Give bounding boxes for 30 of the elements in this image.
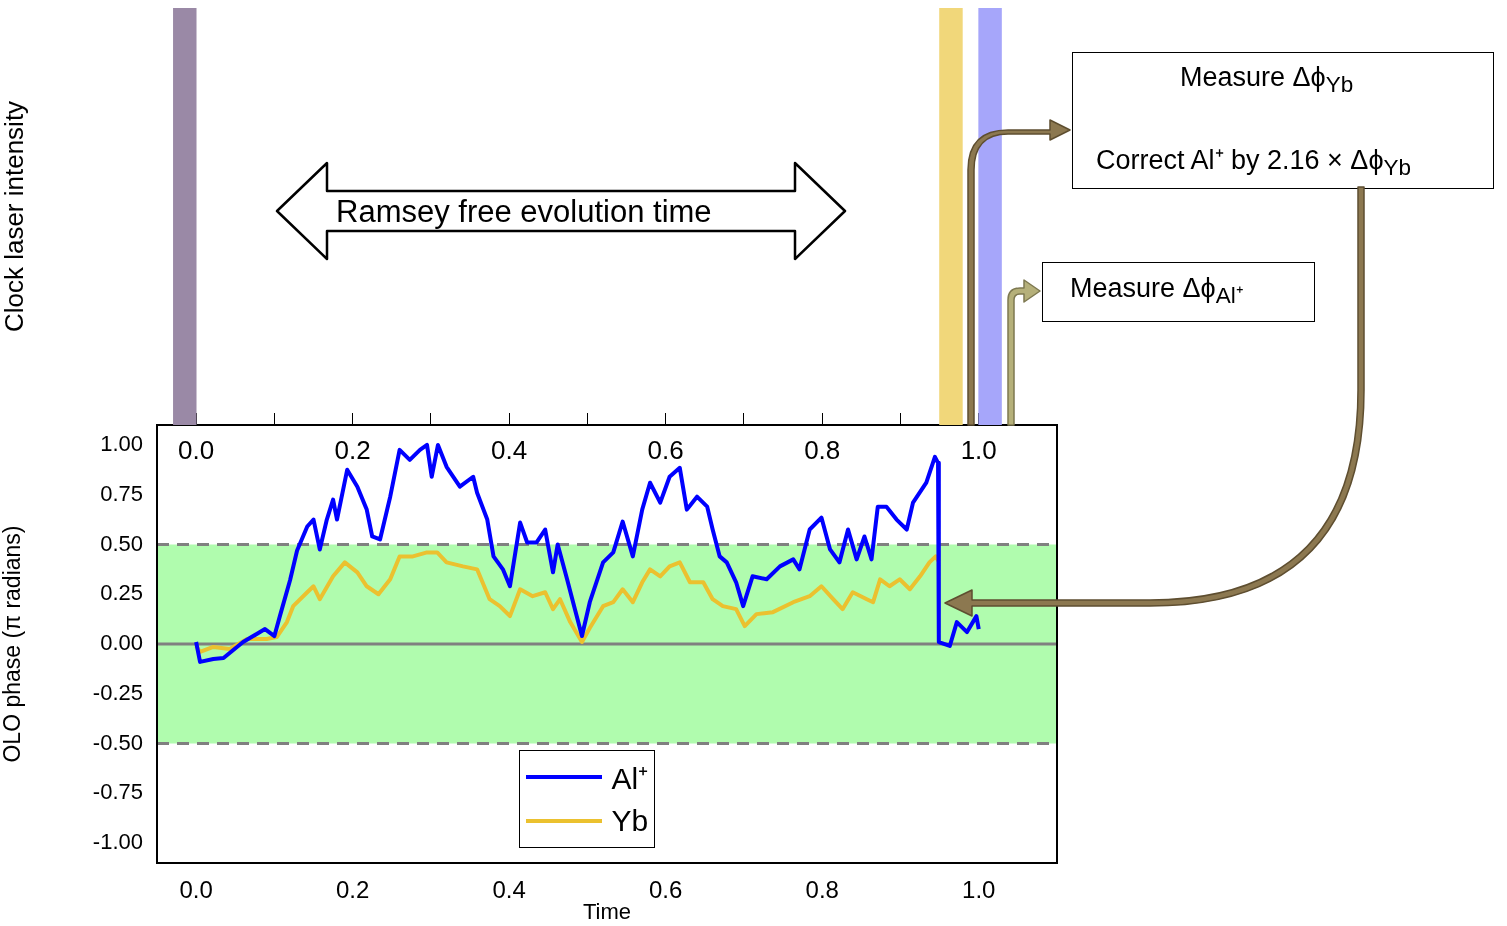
x-tick-label: 0.4: [492, 876, 526, 904]
y-tick-label: -0.75: [92, 779, 143, 805]
y-axis-title: OLO phase (π radians): [0, 525, 26, 763]
y-tick-label: 0.25: [100, 580, 143, 606]
x2-tick-label: 0.0: [178, 435, 215, 466]
y-tick-label: 0.00: [100, 630, 143, 656]
x2-tick-label: 1.0: [960, 435, 997, 466]
legend-label: Al⁺: [611, 760, 649, 797]
y-tick-label: -1.00: [92, 829, 143, 855]
annotation: Ramsey free evolution time: [336, 194, 712, 230]
y-tick-label: 0.50: [100, 530, 143, 556]
x-axis-title: Time: [582, 898, 632, 924]
text: Measure Δϕ$_{Yb}$: [1180, 62, 1354, 99]
x2-tick-label: 0.2: [334, 435, 371, 466]
x2-tick-label: 0.4: [491, 435, 528, 466]
x2-tick-label: 0.6: [647, 435, 684, 466]
y-tick-label: 1.00: [100, 430, 143, 456]
x-tick-label: 1.0: [962, 876, 996, 904]
x2-tick-label: 0.8: [804, 435, 841, 466]
y-axis-title: Clock laser intensity: [0, 100, 29, 333]
legend-label: Yb: [611, 804, 649, 838]
text: Correct Al⁺ by 2.16 × Δϕ$_{Yb}$: [1096, 144, 1412, 182]
text: Measure Δϕ$_{Al⁺}$: [1070, 273, 1244, 311]
y-tick-label: -0.25: [92, 679, 143, 705]
y-tick-label: -0.50: [92, 729, 143, 755]
x-tick-label: 0.8: [805, 876, 839, 904]
y-tick-label: 0.75: [100, 480, 143, 506]
x-tick-label: 0.6: [649, 876, 683, 904]
x-tick-label: 0.2: [335, 876, 370, 904]
x-tick-label: 0.0: [179, 876, 213, 904]
